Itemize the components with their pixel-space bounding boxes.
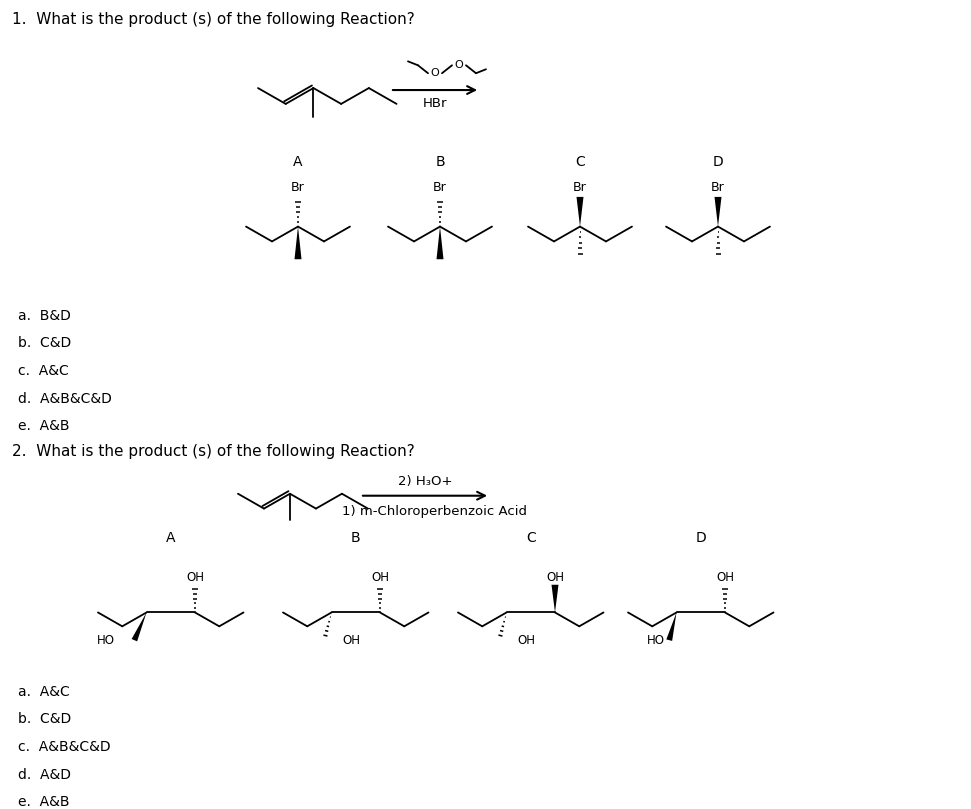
- Polygon shape: [132, 612, 147, 642]
- Text: Br: Br: [573, 181, 586, 194]
- Text: 2) H₃O+: 2) H₃O+: [398, 476, 452, 489]
- Text: A: A: [166, 532, 176, 545]
- Text: a.  B&D: a. B&D: [18, 308, 71, 323]
- Text: e.  A&B: e. A&B: [18, 419, 70, 434]
- Polygon shape: [666, 612, 677, 641]
- Text: OH: OH: [342, 633, 360, 646]
- Text: B: B: [351, 532, 360, 545]
- Text: OH: OH: [716, 571, 734, 584]
- Text: OH: OH: [186, 571, 204, 584]
- Text: A: A: [293, 155, 303, 169]
- Text: O: O: [430, 68, 439, 78]
- Text: HO: HO: [96, 633, 115, 646]
- Text: 1.  What is the product (s) of the following Reaction?: 1. What is the product (s) of the follow…: [12, 12, 415, 27]
- Text: 1) m-Chloroperbenzoic Acid: 1) m-Chloroperbenzoic Acid: [343, 505, 527, 518]
- Text: D: D: [713, 155, 723, 169]
- Polygon shape: [715, 197, 721, 227]
- Polygon shape: [294, 227, 302, 259]
- Text: a.  A&C: a. A&C: [18, 684, 70, 699]
- Text: c.  A&C: c. A&C: [18, 364, 69, 378]
- Text: b.  C&D: b. C&D: [18, 713, 71, 726]
- Text: 2.  What is the product (s) of the following Reaction?: 2. What is the product (s) of the follow…: [12, 444, 415, 460]
- Text: d.  A&D: d. A&D: [18, 768, 71, 781]
- Text: D: D: [695, 532, 706, 545]
- Text: OH: OH: [518, 633, 535, 646]
- Text: O: O: [454, 61, 463, 70]
- Text: e.  A&B: e. A&B: [18, 795, 70, 809]
- Text: HBr: HBr: [422, 97, 448, 110]
- Text: Br: Br: [711, 181, 725, 194]
- Text: OH: OH: [371, 571, 389, 584]
- Text: c.  A&B&C&D: c. A&B&C&D: [18, 740, 111, 754]
- Text: Br: Br: [433, 181, 447, 194]
- Text: C: C: [575, 155, 585, 169]
- Text: HO: HO: [648, 633, 665, 646]
- Text: d.  A&B&C&D: d. A&B&C&D: [18, 392, 112, 406]
- Text: B: B: [435, 155, 445, 169]
- Text: OH: OH: [546, 571, 564, 584]
- Text: b.  C&D: b. C&D: [18, 337, 71, 350]
- Polygon shape: [552, 585, 558, 612]
- Text: Br: Br: [291, 181, 305, 194]
- Text: C: C: [526, 532, 536, 545]
- Polygon shape: [437, 227, 444, 259]
- Polygon shape: [577, 197, 584, 227]
